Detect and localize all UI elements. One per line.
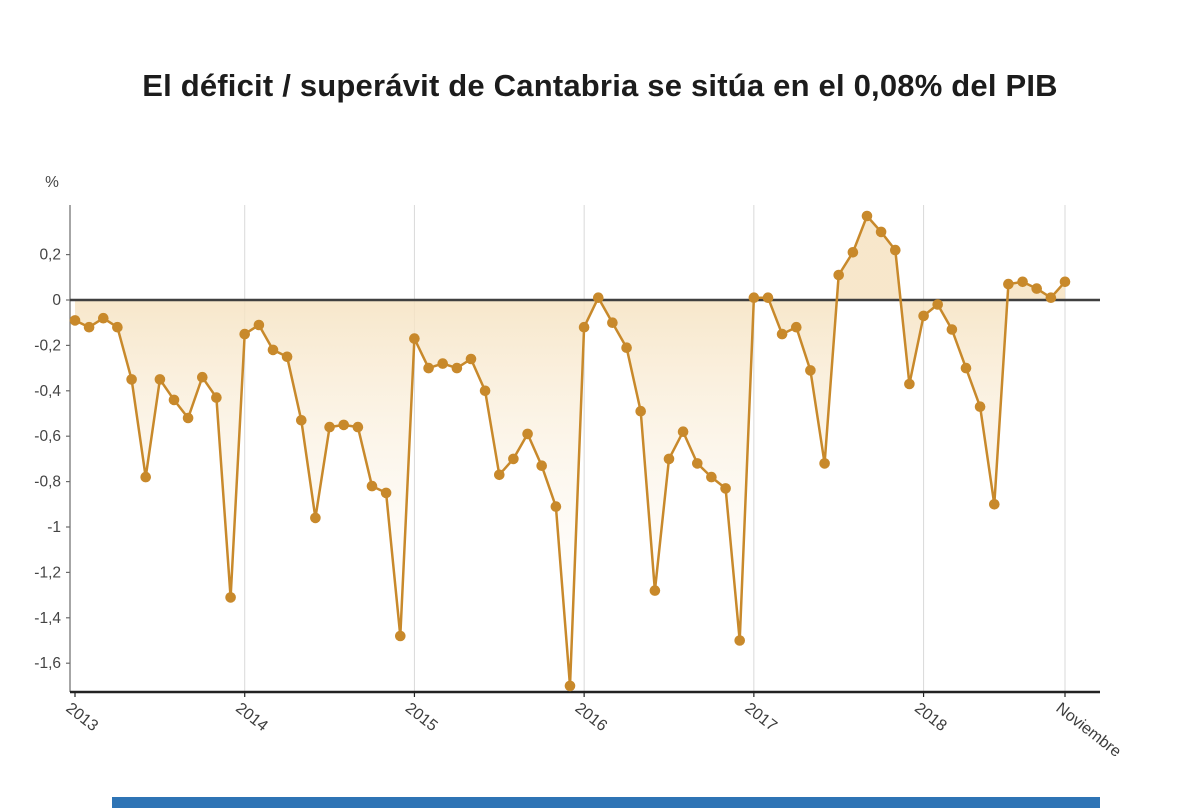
data-point — [805, 365, 816, 376]
data-point — [69, 315, 81, 326]
data-point — [989, 499, 1000, 510]
y-tick-label: -0,6 — [34, 428, 61, 445]
data-point — [395, 630, 406, 642]
data-point — [494, 469, 505, 481]
data-point — [734, 635, 745, 646]
data-point — [677, 426, 689, 438]
data-point — [578, 321, 590, 333]
data-point — [635, 405, 646, 417]
data-point — [479, 385, 491, 397]
data-point — [692, 458, 703, 469]
data-point — [211, 392, 222, 403]
data-point — [310, 512, 321, 524]
data-point — [536, 460, 547, 472]
y-tick-label: -0,2 — [34, 337, 61, 354]
data-point — [607, 317, 618, 329]
data-point — [890, 244, 901, 256]
data-point — [932, 299, 943, 310]
data-point — [663, 453, 675, 465]
series-area — [75, 216, 1065, 686]
y-tick-label: -1,4 — [34, 610, 61, 627]
data-point — [720, 483, 731, 494]
data-point — [253, 319, 265, 331]
y-tick-label: -0,4 — [34, 383, 61, 400]
data-point — [946, 324, 958, 335]
x-tick-label: Noviembre — [1053, 700, 1125, 761]
x-tick-label: 2017 — [741, 700, 780, 735]
data-point — [225, 592, 236, 603]
y-tick-label: -1 — [47, 519, 61, 536]
data-point — [875, 226, 887, 238]
data-point — [296, 415, 307, 426]
data-point — [593, 292, 604, 304]
data-point — [1045, 292, 1057, 304]
x-tick-label: 2014 — [232, 700, 271, 735]
data-point — [1031, 283, 1042, 294]
x-tick-label: 2013 — [63, 700, 102, 735]
y-tick-label: 0 — [52, 292, 61, 309]
data-point — [423, 362, 434, 374]
data-point — [776, 328, 788, 340]
data-point — [409, 333, 420, 344]
data-point — [380, 487, 392, 499]
x-tick-label: 2015 — [402, 700, 441, 735]
data-point — [267, 344, 279, 356]
data-point — [437, 358, 449, 369]
data-point — [83, 321, 95, 333]
data-point — [324, 421, 335, 433]
data-point — [649, 585, 661, 596]
y-tick-label: 0,2 — [39, 247, 61, 264]
data-point — [904, 378, 915, 390]
y-tick-label: -0,8 — [34, 474, 61, 491]
data-point — [281, 351, 293, 363]
data-point — [154, 374, 166, 385]
data-point — [1003, 278, 1014, 290]
footer-bar — [112, 797, 1100, 808]
data-point — [338, 419, 350, 431]
data-point — [960, 362, 972, 374]
data-point — [451, 362, 463, 374]
data-point — [112, 321, 123, 333]
data-point — [98, 312, 109, 324]
data-point — [168, 394, 180, 406]
data-point — [819, 458, 830, 469]
data-point — [974, 401, 986, 413]
data-point — [522, 428, 533, 440]
data-point — [126, 374, 137, 385]
data-point — [847, 247, 859, 258]
data-point — [465, 353, 477, 365]
data-point — [508, 453, 519, 465]
data-point — [1017, 276, 1028, 288]
y-axis-unit-label: % — [45, 174, 59, 191]
data-point — [564, 680, 576, 692]
data-point — [550, 501, 562, 512]
data-point — [140, 471, 151, 483]
chart-title: El déficit / superávit de Cantabria se s… — [142, 67, 1058, 103]
data-point — [762, 292, 774, 304]
data-point — [239, 328, 250, 340]
data-point — [748, 292, 760, 304]
y-tick-label: -1,2 — [34, 564, 61, 581]
y-tick-label: -1,6 — [34, 655, 61, 672]
data-point — [197, 371, 208, 383]
data-point — [182, 412, 194, 424]
data-point — [791, 321, 802, 333]
x-tick-label: 2016 — [572, 700, 611, 735]
data-point — [861, 210, 873, 222]
data-point — [706, 471, 717, 483]
data-point — [1059, 276, 1071, 288]
data-point — [918, 310, 929, 322]
data-point — [366, 480, 378, 492]
data-point — [621, 342, 632, 354]
data-point — [833, 269, 844, 281]
x-tick-label: 2018 — [911, 700, 950, 735]
data-point — [352, 421, 364, 433]
